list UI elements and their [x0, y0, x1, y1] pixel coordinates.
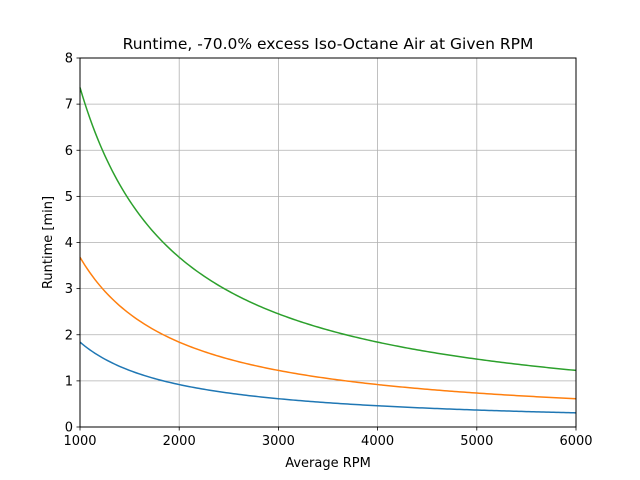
series-line-2	[79, 256, 577, 400]
x-tick-label: 5000	[460, 434, 493, 449]
y-tick-label: 6	[65, 144, 73, 159]
y-tick-label: 2	[65, 328, 73, 343]
series-lines	[79, 87, 577, 414]
y-tick-label: 1	[65, 374, 73, 389]
x-axis-label: Average RPM	[285, 456, 371, 471]
x-tick-label: 1000	[63, 434, 96, 449]
series-line-3	[79, 87, 577, 372]
chart-title: Runtime, -70.0% excess Iso-Octane Air at…	[123, 35, 534, 53]
y-tick-label: 3	[65, 282, 73, 297]
y-axis-label: Runtime [min]	[41, 196, 56, 289]
y-tick-label: 4	[65, 236, 73, 251]
x-tick-label: 4000	[361, 434, 394, 449]
y-tick-label: 7	[65, 98, 73, 113]
series-line-1	[79, 341, 577, 414]
x-tick-label: 6000	[559, 434, 592, 449]
y-tick-label: 8	[65, 52, 73, 67]
x-tick-label: 2000	[163, 434, 196, 449]
axis-ticks: 1000 2000 3000 4000 5000 6000 0 1 2 3 4 5 6 7 8	[63, 52, 592, 450]
y-tick-label: 5	[65, 190, 73, 205]
x-tick-label: 3000	[262, 434, 295, 449]
y-tick-label: 0	[65, 421, 73, 436]
